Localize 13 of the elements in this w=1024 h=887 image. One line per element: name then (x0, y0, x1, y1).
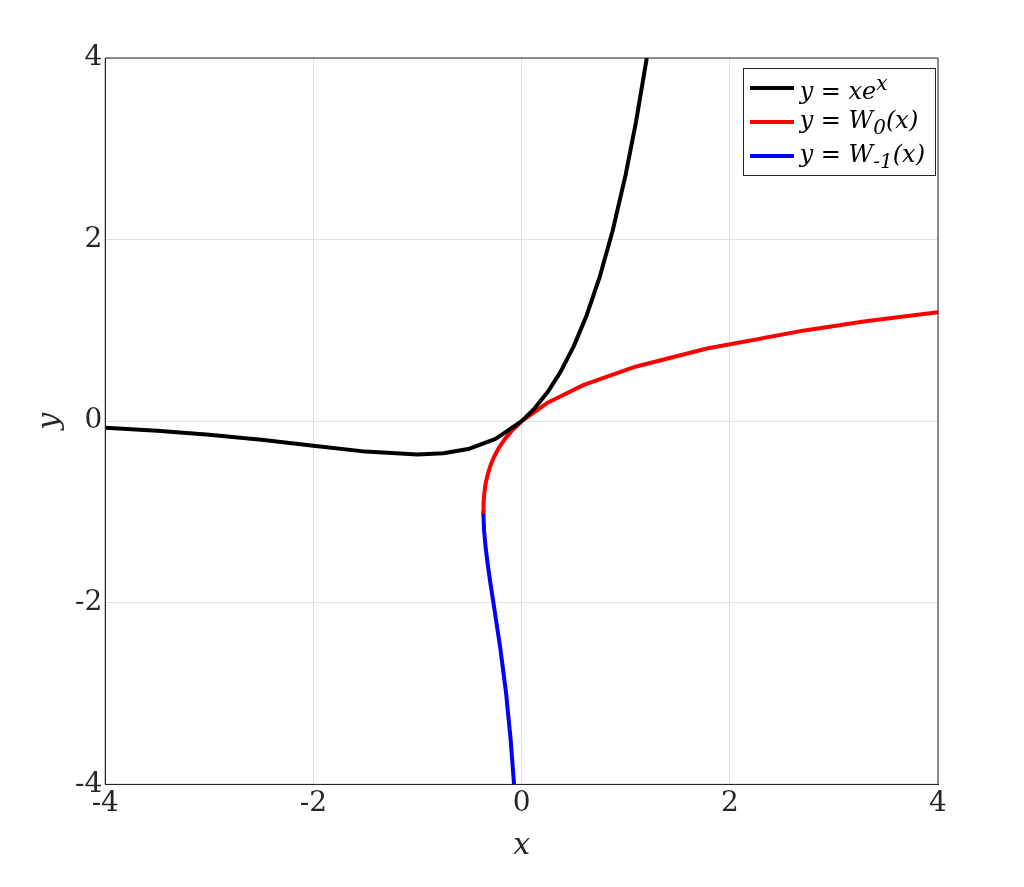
y-tick-label: -2 (74, 584, 103, 618)
x-tick-label: -2 (299, 785, 328, 819)
x-tick-label: 0 (512, 785, 531, 819)
y-tick-label: 4 (84, 39, 103, 73)
legend-label: y = xe$^{x}$ (799, 71, 888, 105)
legend-label: y = W$_{0}$(x) (799, 105, 919, 139)
y-tick-label: 0 (84, 402, 103, 436)
x-tick-label: 2 (720, 785, 739, 819)
legend-label: y = W$_{-1}$(x) (799, 139, 925, 173)
y-tick-label: 2 (84, 220, 103, 254)
x-tick-label: 4 (929, 785, 947, 819)
x-axis-title: x (513, 825, 531, 861)
y-axis-title: y (29, 411, 65, 432)
